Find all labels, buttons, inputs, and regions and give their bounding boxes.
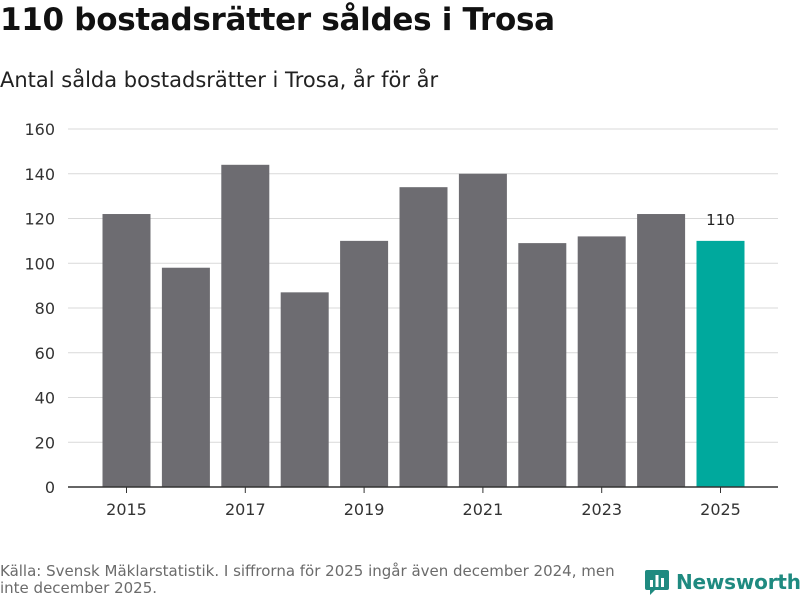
- x-tick-label: 2023: [581, 500, 622, 519]
- data-labels: 110: [706, 211, 735, 229]
- y-tick-label: 120: [24, 210, 55, 229]
- data-label-2025: 110: [706, 211, 735, 229]
- newsworthy-chart-icon: [645, 570, 669, 595]
- bar-2020: [399, 187, 448, 488]
- y-tick-label: 140: [24, 165, 55, 184]
- x-tick-label: 2019: [344, 500, 385, 519]
- bar-2019: [340, 240, 389, 487]
- chart-title: 110 bostadsrätter såldes i Trosa: [0, 2, 555, 38]
- bars: [102, 164, 745, 488]
- bar-2017: [221, 164, 270, 488]
- bar-2018: [280, 292, 329, 487]
- bar-2023: [577, 236, 626, 487]
- y-tick-label: 40: [35, 389, 55, 408]
- x-axis-labels: 2015 2017 2019 2021 2023 2025: [106, 487, 741, 519]
- x-tick-label: 2015: [106, 500, 147, 519]
- bar-2015: [102, 214, 151, 487]
- source-note: Källa: Svensk Mäklarstatistik. I siffror…: [0, 562, 615, 597]
- x-tick-label: 2017: [225, 500, 266, 519]
- brand[interactable]: Newsworthy: [644, 568, 800, 596]
- y-tick-label: 160: [24, 120, 55, 139]
- y-tick-label: 0: [45, 478, 55, 497]
- x-tick-label: 2025: [700, 500, 741, 519]
- bar-2022: [518, 243, 567, 487]
- y-axis-labels: 0 20 40 60 80 100 120 140 160: [24, 120, 55, 497]
- bar-2025: [696, 240, 745, 487]
- y-tick-label: 60: [35, 344, 55, 363]
- bar-2021: [458, 173, 507, 487]
- y-tick-label: 80: [35, 299, 55, 318]
- chart-subtitle: Antal sålda bostadsrätter i Trosa, år fö…: [0, 68, 439, 92]
- y-tick-label: 20: [35, 433, 55, 452]
- x-tick-label: 2021: [463, 500, 504, 519]
- bar-2016: [161, 267, 210, 487]
- bar-2024: [637, 214, 686, 487]
- y-tick-label: 100: [24, 254, 55, 273]
- brand-name: Newsworthy: [676, 570, 800, 594]
